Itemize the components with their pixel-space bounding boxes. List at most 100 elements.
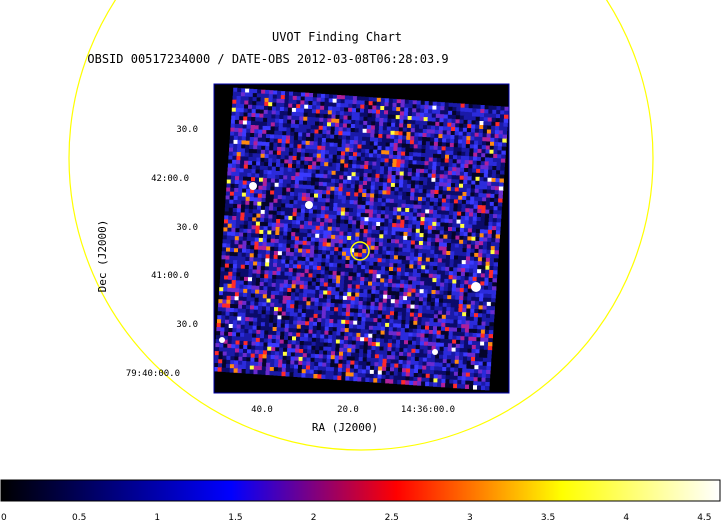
image-pixel [275, 235, 280, 240]
image-pixel [293, 260, 298, 265]
image-pixel [453, 155, 458, 160]
image-pixel [424, 273, 430, 278]
image-pixel [470, 188, 476, 193]
image-pixel [282, 191, 287, 196]
colorbar-tick-label: 4 [623, 513, 629, 521]
image-pixel [240, 216, 245, 221]
image-pixel [350, 128, 355, 133]
image-pixel [461, 260, 467, 265]
image-pixel [318, 189, 323, 195]
image-pixel [237, 316, 242, 321]
image-pixel [329, 138, 335, 143]
image-pixel [323, 110, 329, 115]
image-pixel [389, 371, 395, 376]
image-pixel [443, 351, 448, 356]
image-pixel [295, 108, 301, 113]
image-pixel [308, 161, 313, 166]
image-pixel [451, 123, 456, 128]
image-pixel [427, 353, 432, 359]
image-pixel [377, 322, 382, 327]
image-pixel [484, 337, 489, 343]
image-pixel [358, 252, 363, 258]
image-pixel [487, 181, 492, 187]
image-pixel [275, 283, 280, 288]
image-pixel [417, 200, 423, 206]
image-pixel [374, 302, 379, 307]
image-pixel [479, 181, 484, 186]
image-pixel [322, 358, 327, 363]
image-pixel [344, 215, 349, 221]
image-pixel [440, 102, 446, 107]
image-pixel [356, 164, 361, 169]
image-pixel [240, 324, 246, 330]
image-pixel [471, 357, 476, 362]
image-pixel [270, 351, 276, 356]
image-pixel [319, 173, 324, 179]
image-pixel [447, 231, 453, 236]
image-pixel [293, 200, 298, 205]
image-pixel [487, 346, 493, 351]
image-pixel [366, 309, 371, 314]
x-tick-labels: 40.0 20.0 14:36:00.0 [251, 405, 455, 415]
image-pixel [331, 234, 336, 240]
image-pixel [434, 306, 439, 311]
image-pixel [376, 222, 381, 227]
image-pixel [448, 283, 453, 288]
image-pixel [340, 219, 345, 224]
image-pixel [420, 217, 425, 222]
image-pixel [439, 290, 444, 295]
image-pixel [253, 193, 259, 198]
image-pixel [444, 226, 449, 232]
image-pixel [461, 143, 467, 149]
image-pixel [364, 333, 369, 338]
image-pixel [338, 299, 343, 304]
image-pixel [350, 184, 356, 189]
image-pixel [427, 169, 433, 174]
image-pixel [334, 363, 339, 368]
image-pixel [230, 131, 235, 136]
image-pixel [319, 294, 324, 299]
image-pixel [239, 172, 244, 177]
image-pixel [360, 277, 365, 282]
image-pixel [235, 220, 241, 225]
image-pixel [358, 124, 364, 129]
image-pixel [316, 274, 321, 279]
image-pixel [403, 179, 408, 185]
image-pixel [255, 177, 260, 182]
image-pixel [244, 212, 249, 218]
image-pixel [230, 127, 235, 132]
image-pixel [430, 197, 435, 203]
image-pixel [314, 358, 319, 363]
image-pixel [336, 215, 341, 220]
image-pixel [392, 219, 397, 224]
image-pixel [326, 190, 331, 195]
image-pixel [303, 233, 308, 238]
image-pixel [317, 254, 323, 259]
image-pixel [423, 181, 428, 186]
image-pixel [474, 192, 479, 198]
image-pixel [315, 289, 320, 295]
image-pixel [224, 323, 230, 329]
image-pixel [229, 255, 234, 261]
image-pixel [241, 369, 246, 374]
image-pixel [258, 241, 263, 247]
image-pixel [450, 191, 455, 196]
image-pixel [301, 313, 306, 318]
image-pixel [428, 333, 433, 339]
image-pixel [321, 138, 327, 143]
image-pixel [430, 241, 436, 247]
image-pixel [357, 152, 362, 157]
image-pixel [255, 113, 260, 118]
image-pixel [440, 282, 445, 287]
image-pixel [471, 349, 476, 354]
image-pixel [437, 318, 442, 323]
image-pixel [455, 343, 461, 349]
image-pixel [305, 373, 310, 378]
image-pixel [257, 310, 263, 315]
image-pixel [335, 235, 340, 240]
image-pixel [320, 158, 325, 163]
image-pixel [471, 184, 476, 189]
image-pixel [300, 160, 305, 165]
image-pixel [398, 303, 403, 309]
image-pixel [438, 250, 443, 255]
